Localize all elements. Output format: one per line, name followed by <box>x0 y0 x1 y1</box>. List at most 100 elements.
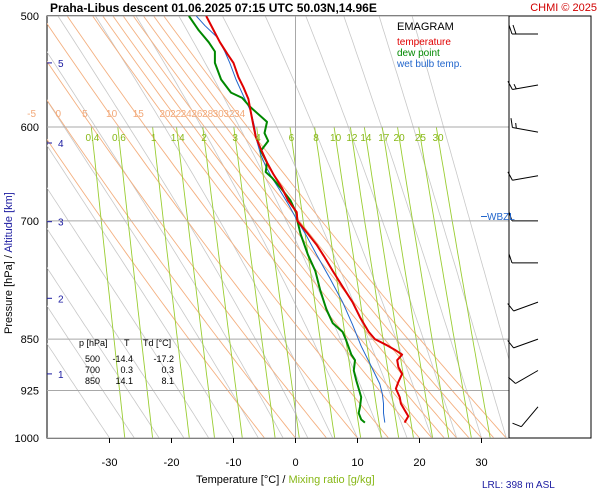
dry-adiabat <box>92 16 421 438</box>
mixing-ratio-label: 14 <box>360 133 372 144</box>
wind-barb-staff <box>512 127 539 133</box>
theta-label: -5 <box>27 109 36 120</box>
mixing-ratio-label: 12 <box>346 133 358 144</box>
dry-adiabat <box>153 16 495 438</box>
moist-adiabat <box>47 305 135 438</box>
mixing-ratio-line <box>152 126 190 438</box>
wbzl-marker: WBZL <box>481 212 515 223</box>
wind-barb-feather <box>507 340 514 349</box>
altitude-tick-label: 3 <box>58 218 64 229</box>
moist-adiabat <box>305 16 458 438</box>
mixing-ratio-label: 0.4 <box>85 133 99 144</box>
x-tick-label: -30 <box>102 457 118 469</box>
mixing-ratio-line <box>418 126 472 438</box>
dry-adiabat <box>112 16 445 438</box>
legend-item-wet-bulb: wet bulb temp. <box>396 59 462 70</box>
table-cell: -14.4 <box>112 354 133 364</box>
moist-adiabat <box>343 16 482 438</box>
table-cell: -17.2 <box>153 354 174 364</box>
theta-label: 5 <box>82 109 88 120</box>
moist-adiabat <box>47 99 259 438</box>
table-header-t: T <box>124 338 130 348</box>
legend-item-dew-point: dew point <box>397 48 440 59</box>
wind-barb-feather <box>512 422 522 428</box>
dry-adiabat <box>47 22 359 438</box>
mixing-ratio-label: 6 <box>289 133 295 144</box>
plot-area <box>46 15 510 439</box>
wind-barb-staff <box>520 406 539 428</box>
mixing-ratio-line <box>397 126 450 438</box>
pressure-tick-label: 925 <box>21 386 39 398</box>
wind-barb-feather <box>507 303 514 312</box>
table-cell: 0.3 <box>120 365 133 375</box>
moist-adiabat <box>47 267 160 438</box>
mixing-ratio-label: 1.4 <box>171 133 185 144</box>
legend-title: EMAGRAM <box>397 21 454 33</box>
pressure-tick-label: 600 <box>21 122 39 134</box>
mixing-ratio-line <box>202 126 243 438</box>
table-cell: 700 <box>85 365 100 375</box>
mixing-ratio-label: 10 <box>330 133 342 144</box>
x-axis-title: Temperature [°C] / Mixing ratio [g/kg] <box>196 474 375 486</box>
moist-adiabat <box>135 16 358 438</box>
altitude-tick-label: 2 <box>58 294 64 305</box>
values-table: p [hPa] T Td [°C] 500 -14.4 -17.2 700 0.… <box>79 338 174 386</box>
series-line-wet-bulb-temp <box>195 16 386 423</box>
wind-barb-feather <box>508 376 516 384</box>
wind-barb-feather <box>507 80 513 90</box>
mixing-ratio-line <box>176 126 215 438</box>
mixing-ratio-label: 3 <box>232 133 238 144</box>
moist-adiabat <box>378 16 507 438</box>
wind-barb-feather <box>512 24 517 35</box>
x-tick-label: -10 <box>226 457 242 469</box>
table-cell: 500 <box>85 354 100 364</box>
moist-adiabat <box>47 342 110 438</box>
theta-label: 30 <box>213 109 225 120</box>
mixing-ratio-line <box>289 126 336 438</box>
table-header-p: p [hPa] <box>79 338 108 348</box>
x-tick-label: 10 <box>351 457 363 469</box>
wind-barb-half-feather <box>515 122 517 129</box>
dry-adiabat <box>122 16 458 438</box>
theta-label: 28 <box>202 109 214 120</box>
dry-adiabat <box>47 60 328 438</box>
wind-barb-feather <box>510 118 513 128</box>
mixing-ratio-label: 17 <box>378 133 390 144</box>
moist-adiabats <box>47 16 509 438</box>
dry-adiabat <box>163 16 507 438</box>
mixing-ratio-line <box>333 126 382 438</box>
wind-barbs <box>507 15 592 439</box>
mixing-ratio-label: 20 <box>394 133 406 144</box>
y-axis-title-altitude: Altitude [km] <box>3 192 15 253</box>
wind-barb-staff <box>513 301 539 312</box>
dry-adiabat <box>102 16 433 438</box>
pressure-tick-label: 850 <box>21 334 39 346</box>
theta-label: 34 <box>234 109 246 120</box>
x-tick-label: -20 <box>164 457 180 469</box>
theta-label: 0 <box>56 109 62 120</box>
grid-lines <box>47 16 509 438</box>
moist-adiabat <box>222 16 408 438</box>
moist-adiabat <box>264 16 433 438</box>
chart-labels: -5 0 5 10 15 20 22 24 26 28 30 32 340.4 0.6 1 1.4 2 3 4 6 8 1… <box>15 11 488 469</box>
y-axis-title-separator: / <box>3 253 15 262</box>
lrl-label: LRL: 398 m ASL <box>482 480 555 491</box>
mixing-ratio-label: 1 <box>151 133 157 144</box>
table-cell: 850 <box>85 376 100 386</box>
mixing-ratio-label: 8 <box>313 133 319 144</box>
dry-adiabat <box>142 16 483 438</box>
theta-label: 26 <box>191 109 203 120</box>
wind-barb-feather <box>508 211 513 222</box>
x-tick-label: 30 <box>475 457 487 469</box>
mixing-ratio-label: 2 <box>201 133 207 144</box>
mixing-ratio-line <box>363 126 414 438</box>
x-axis-title-temperature: Temperature [°C] <box>196 474 279 486</box>
moist-adiabat <box>411 16 509 362</box>
mixing-ratio-line <box>256 126 300 438</box>
y-axis-title: Pressure [hPa] / Altitude [km] <box>3 192 15 334</box>
y-axis-title-pressure: Pressure [hPa] <box>3 261 15 334</box>
dry-adiabat <box>47 99 297 438</box>
mixing-ratio-line <box>381 126 434 438</box>
chart-title: Praha-Libus descent 01.06.2025 07:15 UTC… <box>50 1 377 15</box>
mixing-ratio-label: 0.6 <box>112 133 126 144</box>
